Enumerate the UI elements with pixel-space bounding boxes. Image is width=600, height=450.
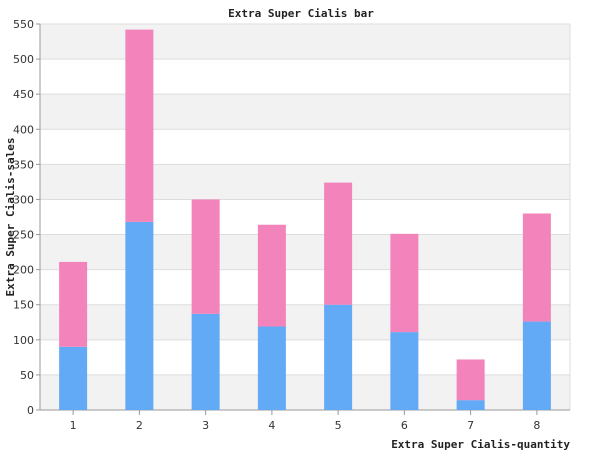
y-tick-label: 400 [13, 123, 34, 136]
grid-band [40, 164, 570, 200]
y-axis-title: Extra Super Cialis-sales [4, 138, 17, 297]
y-tick-label: 50 [20, 369, 34, 382]
bar-series-2 [522, 213, 551, 322]
bar-series-2 [390, 233, 419, 333]
y-tick-label: 300 [13, 193, 34, 206]
y-tick-label: 450 [13, 88, 34, 101]
bar-series-2 [456, 359, 485, 401]
grid-band [40, 94, 570, 130]
label-layer: 0 50 100 150 200 250 300 350 400 450 500 550 1 2 3 4 5 6 7… [13, 18, 540, 432]
x-tick-label: 2 [136, 419, 143, 432]
bar-series-1 [522, 321, 551, 410]
grid-band [40, 374, 570, 410]
y-tick-label: 200 [13, 264, 34, 277]
x-tick-label: 4 [268, 419, 275, 432]
y-tick-label: 100 [13, 334, 34, 347]
bar-series-2 [324, 182, 353, 305]
chart-title: Extra Super Cialis bar [228, 7, 374, 20]
grid-band [40, 234, 570, 270]
y-tick-label: 500 [13, 53, 34, 66]
bar-series-1 [456, 400, 485, 410]
x-tick-label: 3 [202, 419, 209, 432]
x-tick-label: 6 [401, 419, 408, 432]
bar-series-2 [125, 29, 154, 222]
y-tick-label: 250 [13, 229, 34, 242]
grid-band [40, 304, 570, 340]
bar-series-1 [191, 313, 220, 410]
bar-series-2 [191, 199, 220, 314]
bar-series-1 [59, 346, 88, 410]
y-tick-label: 150 [13, 299, 34, 312]
x-tick-label: 7 [467, 419, 474, 432]
bar-series-1 [125, 221, 154, 410]
x-tick-label: 1 [70, 419, 77, 432]
y-tick-label: 350 [13, 158, 34, 171]
bar-layer [59, 29, 551, 410]
x-tick-label: 8 [533, 419, 540, 432]
bar-series-1 [390, 332, 419, 410]
bar-series-1 [257, 326, 286, 410]
x-tick-label: 5 [335, 419, 342, 432]
y-tick-label: 0 [27, 404, 34, 417]
grid-band [40, 24, 570, 60]
y-tick-label: 550 [13, 18, 34, 31]
x-axis-title: Extra Super Cialis-quantity [391, 438, 570, 450]
bar-series-2 [257, 224, 286, 327]
bar-series-1 [324, 304, 353, 410]
bar-series-2 [59, 261, 88, 347]
